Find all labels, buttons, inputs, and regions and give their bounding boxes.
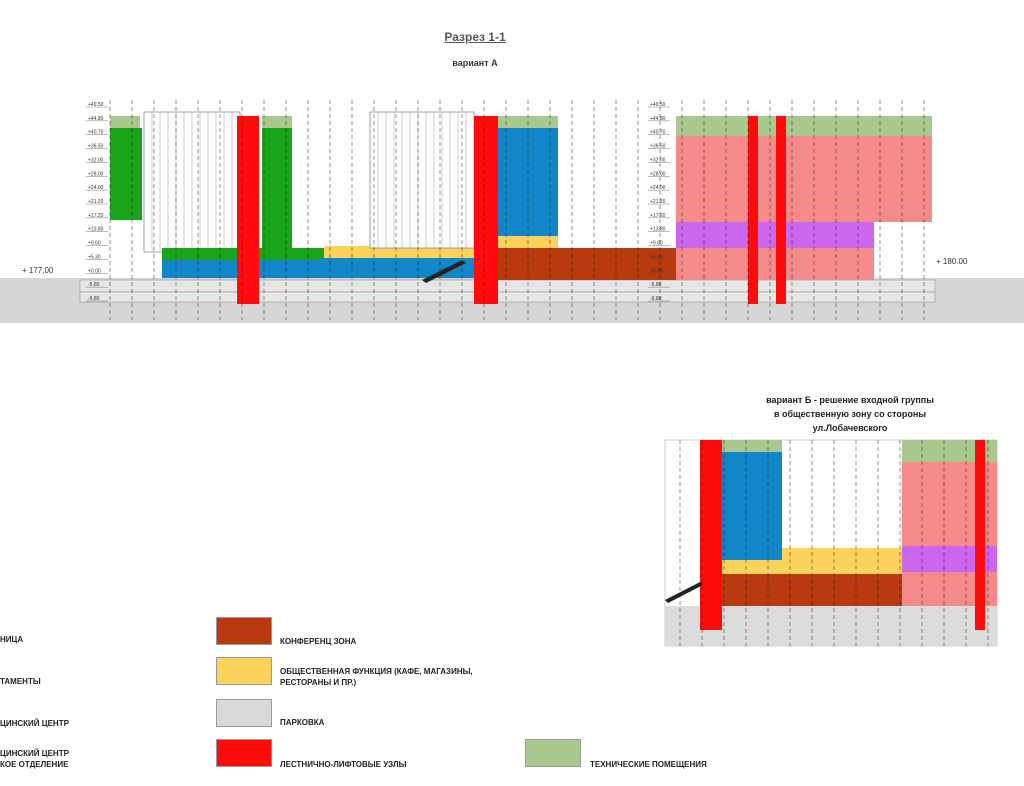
stair-core [237, 116, 259, 304]
level-mark: -9.80 [88, 296, 100, 302]
legend-label-public: ОБЩЕСТВЕННАЯ ФУНКЦИЯ (КАФЕ, МАГАЗИНЫ, РЕ… [280, 666, 473, 688]
section-title: Разрез 1-1 [444, 30, 506, 44]
level-mark: +17.20 [650, 213, 666, 219]
apartments-block [262, 128, 292, 248]
variant-b-tech [722, 440, 782, 452]
legend-label-tech: ТЕХНИЧЕСКИЕ ПОМЕЩЕНИЯ [590, 760, 707, 769]
level-mark: +17.20 [88, 213, 104, 219]
pink-lower [676, 248, 874, 280]
legend-label-stairs: ЛЕСТНИЧНО-ЛИФТОВЫЕ УЗЛЫ [280, 760, 407, 769]
legend-left-text: ТАМЕНТЫ [0, 677, 41, 686]
level-mark: +49.50 [650, 102, 666, 108]
level-mark: -5.80 [650, 282, 662, 288]
level-mark: +13.80 [88, 227, 104, 233]
level-mark: +21.20 [650, 199, 666, 205]
level-mark: +44.80 [88, 116, 104, 122]
legend-left-text: НИЦА [0, 635, 24, 644]
stair-core [474, 116, 498, 304]
variant-b-blue [722, 452, 782, 560]
variant-a-subtitle: вариант А [452, 58, 498, 68]
hotel-grid-lines [377, 112, 467, 248]
parking-level [79, 291, 936, 303]
legend-label-parking: ПАРКОВКА [280, 718, 325, 727]
violet-block [676, 222, 874, 248]
legend-swatch-public [216, 657, 272, 685]
level-mark: +44.80 [650, 116, 666, 122]
parking-level [79, 279, 936, 293]
level-mark: +32.00 [650, 157, 666, 163]
level-mark: +40.70 [650, 130, 666, 136]
level-mark: +5.30 [650, 254, 663, 260]
elevation-right-label: + 180.00 [936, 257, 968, 266]
level-mark: -9.80 [650, 296, 662, 302]
variant-b-stair [700, 440, 722, 630]
legend-swatch-stairs [216, 739, 272, 767]
level-mark: +5.30 [88, 254, 101, 260]
level-mark: +28.00 [88, 171, 104, 177]
level-mark: +49.50 [88, 102, 104, 108]
legend-left-text: КОЕ ОТДЕЛЕНИЕ [0, 760, 69, 769]
variant-b-yellow [722, 560, 782, 574]
variant-b-note-line: ул.Лобачевского [812, 423, 888, 433]
stair-core [748, 116, 758, 304]
level-mark: +36.50 [88, 144, 104, 150]
variant-b-escalator [665, 582, 703, 603]
stair-core [776, 116, 786, 304]
level-mark: +28.00 [650, 171, 666, 177]
tech-roof [110, 116, 140, 128]
level-mark: +9.60 [650, 241, 663, 247]
variant-b-public [782, 548, 902, 574]
level-mark: -5.80 [88, 282, 100, 288]
level-mark: +32.00 [88, 157, 104, 163]
conference-zone [498, 248, 678, 280]
legend-label-line: ОБЩЕСТВЕННАЯ ФУНКЦИЯ (КАФЕ, МАГАЗИНЫ, [280, 667, 473, 676]
level-mark: +0.00 [650, 268, 663, 274]
variant-b-tech [902, 440, 997, 462]
hotel-grid-lines [151, 112, 233, 252]
level-mark: +21.20 [88, 199, 104, 205]
apartments-block [110, 128, 142, 220]
level-mark: +24.00 [650, 185, 666, 191]
legend-swatch-conference [216, 617, 272, 645]
tech-roof [262, 116, 292, 128]
variant-b-stair [975, 440, 985, 630]
level-mark: +24.00 [88, 185, 104, 191]
level-mark: +40.70 [88, 130, 104, 136]
level-mark: +9.60 [88, 241, 101, 247]
tech-roof [676, 116, 932, 136]
legend-left-text: ЦИНСКИЙ ЦЕНТР [0, 719, 69, 728]
escalator-icon [422, 260, 466, 283]
variant-b-note-line: вариант Б - решение входной группы [766, 395, 934, 405]
hotel-block-pink [676, 136, 932, 222]
level-mark: +0.00 [88, 268, 101, 274]
level-mark: +13.80 [650, 227, 666, 233]
variant-b-note-line: в общественную зону со стороны [773, 409, 927, 419]
variant-b-note: вариант Б - решение входной группы в общ… [700, 393, 1000, 435]
public-zone [324, 246, 474, 260]
legend-label-line: РЕСТОРАНЫ И ПР.) [280, 678, 357, 687]
legend-label-conference: КОНФЕРЕНЦ ЗОНА [280, 637, 357, 646]
legend-swatch-tech [525, 739, 581, 767]
legend-swatch-parking [216, 699, 272, 727]
level-mark: +36.50 [650, 144, 666, 150]
elevation-left-label: + 177.00 [22, 266, 54, 275]
legend-left-text: ЦИНСКИЙ ЦЕНТР [0, 749, 69, 758]
hotel-grid-block [369, 111, 475, 249]
